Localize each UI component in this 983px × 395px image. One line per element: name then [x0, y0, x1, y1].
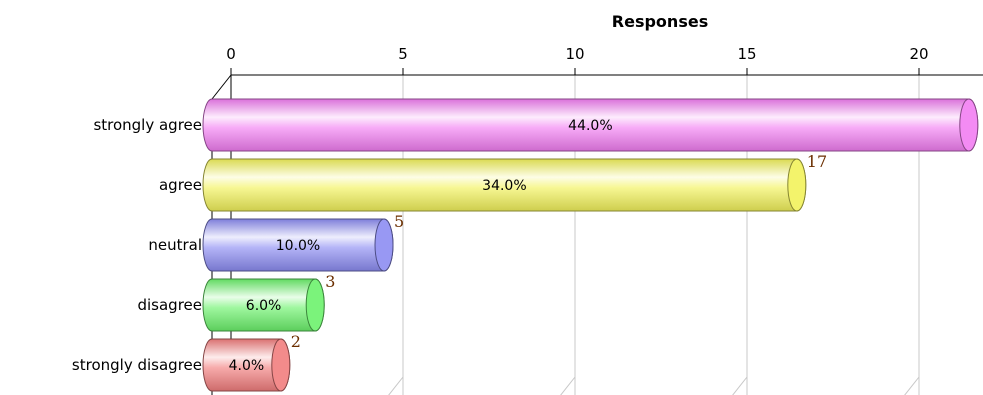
- bar-end-cap: [305, 278, 325, 332]
- bar-end-cap: [959, 98, 979, 152]
- bar-end-cap: [787, 158, 807, 212]
- category-label: neutral: [148, 236, 202, 254]
- percent-label: 4.0%: [229, 358, 265, 374]
- x-tick-label: 15: [737, 45, 756, 63]
- percent-label: 34.0%: [482, 178, 526, 194]
- value-label: 2: [291, 332, 301, 351]
- percent-label: 6.0%: [246, 298, 282, 314]
- percent-label: 44.0%: [568, 118, 612, 134]
- x-tick-label: 10: [565, 45, 584, 63]
- percent-label: 10.0%: [276, 238, 320, 254]
- depth-edge-line: [211, 74, 232, 100]
- x-tick-label: 0: [226, 45, 236, 63]
- grid-line-depth: [904, 376, 920, 395]
- value-label: 5: [394, 212, 404, 231]
- bar-end-cap: [374, 218, 394, 272]
- value-label: 17: [807, 152, 827, 171]
- x-tick-label: 5: [398, 45, 408, 63]
- category-label: strongly agree: [93, 116, 202, 134]
- category-label: agree: [159, 176, 202, 194]
- grid-line-depth: [732, 376, 748, 395]
- bar-end-cap: [271, 338, 291, 392]
- value-label: 3: [325, 272, 335, 291]
- grid-line-depth: [388, 376, 404, 395]
- bars: [202, 98, 979, 392]
- grid-line-depth: [560, 376, 576, 395]
- x-tick-label: 20: [909, 45, 928, 63]
- category-label: strongly disagree: [72, 356, 202, 374]
- chart-title: Responses: [612, 12, 708, 31]
- category-label: disagree: [137, 296, 202, 314]
